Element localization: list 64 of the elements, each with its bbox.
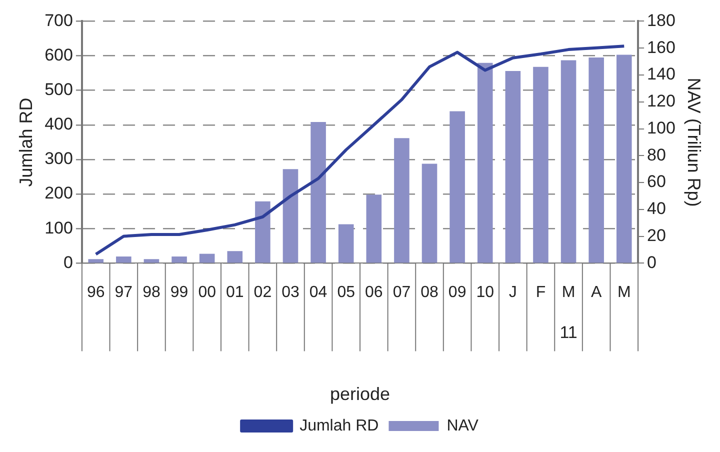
x-tick-label: 07 xyxy=(392,284,411,302)
bar xyxy=(533,66,548,263)
bar xyxy=(422,164,438,263)
x-tick-label: 02 xyxy=(254,284,272,302)
y2-tick-label: 140 xyxy=(647,64,676,84)
legend-label: NAV xyxy=(446,417,479,434)
bar xyxy=(616,54,632,263)
x-axis-title: periode xyxy=(330,384,390,404)
bar xyxy=(227,251,243,263)
y2-tick-label: 180 xyxy=(647,10,676,30)
x-tick-label: M xyxy=(617,284,631,302)
y2-tick-label: 160 xyxy=(647,38,676,57)
x-tick-label: 09 xyxy=(448,284,466,302)
bar xyxy=(505,70,521,263)
x-tick-label: 99 xyxy=(170,284,188,302)
x-tick-label: 98 xyxy=(142,284,160,302)
bar xyxy=(560,60,576,263)
x-tick-label: 97 xyxy=(114,284,133,302)
bar xyxy=(255,201,270,263)
y2-tick-label: 80 xyxy=(647,145,666,164)
bar xyxy=(450,111,465,263)
y2-axis-title: NAV (Triliun Rp) xyxy=(684,78,704,207)
y-tick-label: 500 xyxy=(44,80,73,100)
bar xyxy=(477,62,493,263)
y2-tick-label: 0 xyxy=(647,252,657,272)
x-tick-label: 10 xyxy=(476,284,494,302)
y-tick-label: 300 xyxy=(44,149,73,168)
bar xyxy=(144,259,160,263)
x-tick-label: F xyxy=(536,284,546,302)
x-tick-label: 05 xyxy=(337,284,356,302)
y-tick-label: 600 xyxy=(44,45,73,64)
x-tick-label: J xyxy=(508,284,517,302)
y2-tick-label: 60 xyxy=(647,172,666,192)
y2-tick-label: 40 xyxy=(647,199,666,218)
bar xyxy=(588,58,604,263)
y-tick-label: 100 xyxy=(44,218,73,238)
x-tick-label: 01 xyxy=(226,284,244,302)
x-tick-label: 03 xyxy=(282,284,300,302)
bar xyxy=(199,254,215,263)
bar xyxy=(116,256,132,263)
y2-tick-label: 100 xyxy=(647,118,676,138)
y-tick-label: 700 xyxy=(44,10,73,30)
y-tick-label: 0 xyxy=(63,252,73,272)
bar xyxy=(88,259,104,263)
x-tick-label: 00 xyxy=(198,284,216,302)
text: 11 xyxy=(560,322,578,342)
y2-tick-label: 20 xyxy=(647,226,666,245)
y-tick-label: 200 xyxy=(44,184,73,203)
x-tick-label: 06 xyxy=(365,284,383,302)
x-tick-label: A xyxy=(590,284,602,302)
bar xyxy=(338,224,354,263)
bar xyxy=(394,138,410,263)
y-axis-title: Jumlah RD xyxy=(16,98,36,187)
x-tick-label: 04 xyxy=(309,284,328,302)
x-tick-label: M xyxy=(562,284,576,302)
bar xyxy=(172,256,187,263)
y2-tick-label: 120 xyxy=(647,92,676,111)
bar xyxy=(310,122,326,263)
x-tick-label: 08 xyxy=(420,284,439,302)
legend-label: Jumlah RD xyxy=(300,417,379,434)
x-tick-label: 96 xyxy=(86,284,105,302)
y-tick-label: 400 xyxy=(44,114,73,134)
bar xyxy=(366,194,382,263)
bar xyxy=(282,169,298,263)
